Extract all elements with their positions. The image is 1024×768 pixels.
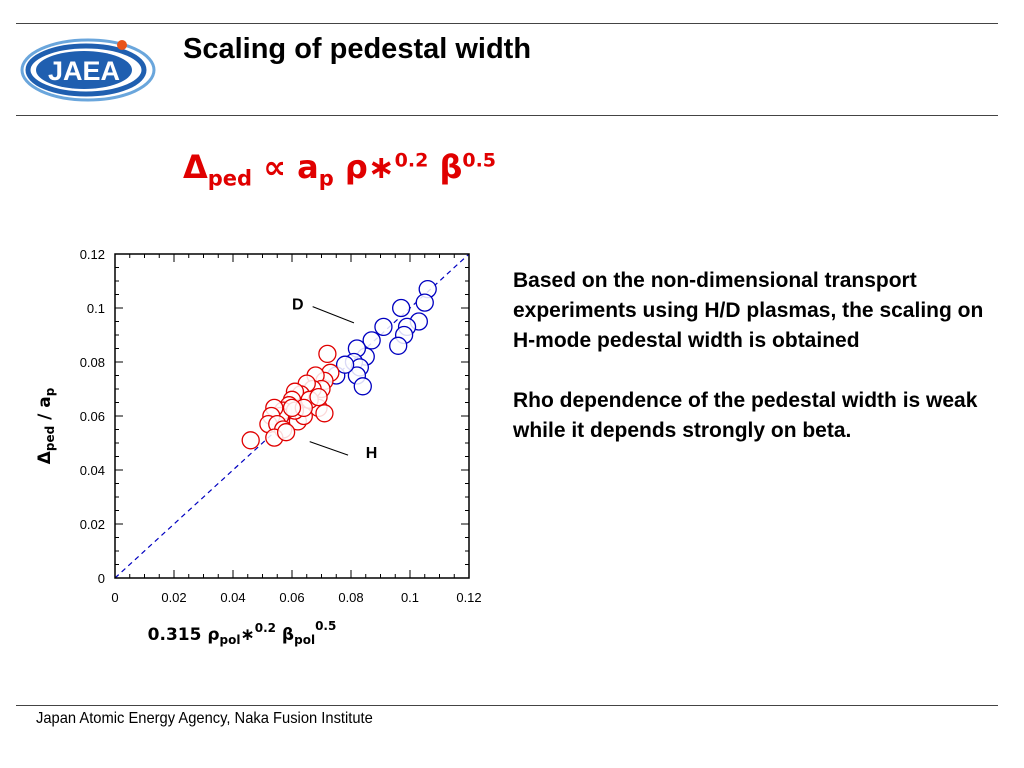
ylabel-slash: / bbox=[35, 408, 55, 426]
formula-rho-exp: 0.2 bbox=[394, 149, 429, 172]
ylabel-a-sub: p bbox=[43, 387, 57, 396]
logo-text: JAEA bbox=[48, 56, 120, 86]
description: Based on the non-dimensional transport e… bbox=[513, 266, 993, 476]
data-point bbox=[276, 423, 296, 442]
data-point bbox=[318, 344, 337, 364]
data-point bbox=[335, 355, 355, 374]
y-tick-label: 0.1 bbox=[87, 301, 105, 316]
y-tick-label: 0.04 bbox=[80, 463, 105, 478]
x-tick-label: 0.06 bbox=[279, 590, 304, 605]
formula-rho: ρ bbox=[344, 148, 368, 186]
formula-delta-sub: ped bbox=[207, 166, 253, 191]
x-tick-label: 0.12 bbox=[456, 590, 481, 605]
data-point bbox=[391, 298, 411, 318]
scaling-formula: Δped ∝ ap ρ∗0.2 β0.5 bbox=[183, 148, 496, 190]
formula-beta-exp: 0.5 bbox=[462, 149, 497, 172]
pedestal-scatter-chart: 0 0.02 0.04 0.06 0.08 0.1 0.12 0 0.02 0.04 0.06 0.… bbox=[35, 247, 482, 647]
series-D bbox=[327, 279, 437, 396]
annotation-leader bbox=[309, 441, 349, 456]
data-point bbox=[362, 331, 381, 350]
xlabel-coef: 0.315 bbox=[148, 625, 208, 645]
formula-delta: Δ bbox=[183, 148, 208, 186]
x-tick-label: 0 bbox=[111, 590, 118, 605]
data-points bbox=[241, 279, 437, 450]
y-axis-label: Δped / ap bbox=[35, 387, 57, 464]
description-paragraph: Based on the non-dimensional transport e… bbox=[513, 269, 984, 352]
description-paragraph: Rho dependence of the pedestal width is … bbox=[513, 389, 978, 442]
y-tick-label: 0.06 bbox=[80, 409, 105, 424]
y-tick-label: 0.12 bbox=[80, 247, 105, 262]
series-H bbox=[241, 344, 340, 450]
x-tick-label: 0.02 bbox=[161, 590, 186, 605]
data-point bbox=[309, 387, 328, 407]
xlabel-beta-sub: pol bbox=[294, 633, 315, 647]
x-tick-label: 0.08 bbox=[338, 590, 363, 605]
data-point bbox=[241, 431, 260, 450]
annotation-label-H: H bbox=[366, 445, 378, 462]
xlabel-rho-sub: pol bbox=[220, 633, 241, 647]
formula-a-sub: p bbox=[318, 166, 334, 191]
annotation-leader bbox=[312, 306, 355, 324]
top-rule bbox=[16, 23, 998, 24]
data-point bbox=[315, 404, 334, 423]
annotations: DH bbox=[292, 296, 377, 462]
data-point bbox=[374, 317, 393, 337]
ylabel-a: a bbox=[35, 396, 55, 407]
annotation-label-D: D bbox=[292, 296, 304, 313]
data-point bbox=[389, 336, 408, 355]
ylabel-delta: Δ bbox=[35, 450, 55, 464]
x-tick-labels: 0 0.02 0.04 0.06 0.08 0.1 0.12 bbox=[111, 590, 481, 605]
y-tick-label: 0.08 bbox=[80, 355, 105, 370]
ylabel-delta-sub: ped bbox=[43, 426, 57, 451]
formula-a: a bbox=[297, 148, 319, 186]
jaea-logo: JAEA bbox=[20, 38, 156, 102]
xlabel-rho: ρ bbox=[207, 625, 219, 645]
plot-frame bbox=[114, 253, 470, 579]
xlabel-star: ∗ bbox=[241, 625, 255, 645]
footer-text: Japan Atomic Energy Agency, Naka Fusion … bbox=[36, 710, 373, 727]
y-tick-label: 0 bbox=[98, 571, 105, 586]
formula-beta: β bbox=[439, 148, 463, 186]
formula-proportional: ∝ bbox=[263, 148, 286, 186]
x-axis-label: 0.315 ρpol∗0.2 βpol0.5 bbox=[148, 619, 337, 647]
formula-star: ∗ bbox=[367, 148, 395, 186]
xlabel-rho-exp: 0.2 bbox=[255, 621, 276, 635]
page-title: Scaling of pedestal width bbox=[183, 33, 532, 65]
y-tick-label: 0.02 bbox=[80, 517, 105, 532]
footer-rule bbox=[16, 705, 998, 706]
x-tick-label: 0.1 bbox=[401, 590, 419, 605]
xlabel-beta: β bbox=[276, 625, 294, 645]
data-point bbox=[353, 377, 372, 396]
header-rule bbox=[16, 115, 998, 116]
x-tick-label: 0.04 bbox=[220, 590, 245, 605]
data-point bbox=[282, 398, 302, 418]
data-point bbox=[415, 293, 434, 312]
xlabel-beta-exp: 0.5 bbox=[315, 619, 336, 633]
y-tick-labels: 0 0.02 0.04 0.06 0.08 0.1 0.12 bbox=[80, 247, 105, 586]
